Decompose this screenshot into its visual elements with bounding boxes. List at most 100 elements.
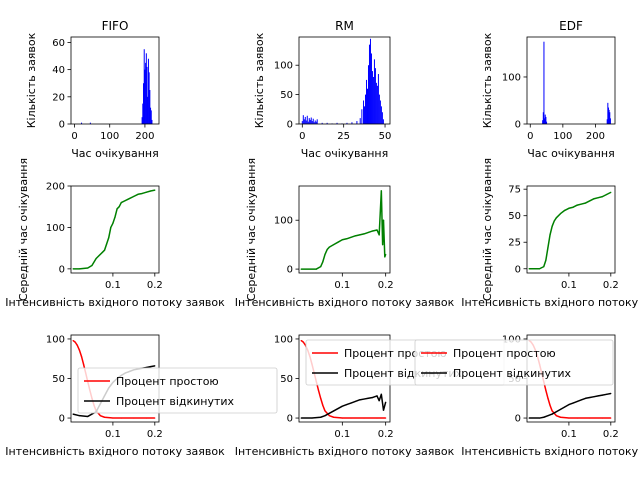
series-point xyxy=(120,201,122,204)
series-point xyxy=(124,199,127,202)
histogram-bar xyxy=(369,38,371,124)
histogram-bar xyxy=(147,58,149,124)
histogram-bar xyxy=(311,121,313,124)
histogram-bar xyxy=(346,122,348,124)
series-point xyxy=(580,399,583,401)
histogram-bar xyxy=(359,118,361,124)
series-point xyxy=(150,366,152,368)
series-point xyxy=(363,398,365,400)
histogram-bar xyxy=(148,72,150,124)
x-tick-label: 0.2 xyxy=(147,280,163,291)
histogram-bar xyxy=(307,121,309,124)
series-point xyxy=(378,234,380,236)
histogram-bar xyxy=(145,62,147,124)
series-point xyxy=(551,410,553,412)
histogram-bar xyxy=(321,122,323,124)
series-point xyxy=(103,249,106,251)
x-tick-label: 0.2 xyxy=(603,429,619,440)
series-point xyxy=(346,238,348,240)
x-tick-label: 25 xyxy=(337,131,350,142)
series-point xyxy=(324,415,326,417)
series-point xyxy=(145,417,148,419)
series-point xyxy=(572,206,574,208)
series-point xyxy=(354,235,356,237)
histogram-bar xyxy=(368,44,370,124)
panel-mean-edf: 0.1 0.2 0 25 50 75 Інтенсивність вхідного пото… xyxy=(461,158,640,309)
histogram-bar xyxy=(543,41,545,124)
series-line-1 xyxy=(73,189,155,270)
series-point xyxy=(589,200,591,202)
series-point xyxy=(110,226,112,229)
axes-frame xyxy=(526,36,616,125)
series-point xyxy=(385,253,387,256)
series-point xyxy=(76,344,78,346)
series-point xyxy=(538,417,541,419)
histogram-bar xyxy=(361,109,363,124)
histogram-bar xyxy=(336,122,338,124)
series-point xyxy=(606,193,608,196)
series-point xyxy=(154,365,156,367)
y-tick-label: 0 xyxy=(515,120,521,131)
histogram-bar xyxy=(373,59,375,124)
series-point xyxy=(597,395,599,397)
series-point xyxy=(80,355,83,357)
plot-area xyxy=(300,190,387,270)
chart-title: RM xyxy=(335,19,354,33)
plot-area xyxy=(81,49,153,124)
series-point xyxy=(333,244,335,246)
histogram-bar xyxy=(606,119,608,124)
series-point xyxy=(300,339,302,342)
series-point xyxy=(78,268,80,270)
series-point xyxy=(568,417,570,419)
histogram-bar xyxy=(378,94,380,124)
series-point xyxy=(538,268,541,270)
y-tick-label: 100 xyxy=(274,216,293,227)
histogram-bar xyxy=(143,83,145,124)
y-tick-label: 0 xyxy=(59,120,65,131)
series-line-1 xyxy=(301,190,387,270)
histogram-bar xyxy=(365,94,367,124)
histogram-bar xyxy=(377,74,379,124)
series-point xyxy=(315,268,317,270)
series-point xyxy=(106,243,108,245)
legend-box xyxy=(77,367,278,414)
x-tick-label: 0 xyxy=(527,131,533,142)
histogram-bar xyxy=(356,121,358,124)
y-axis-label: Середній час очікування xyxy=(481,158,494,301)
series-point xyxy=(78,415,80,417)
y-tick-label: 20 xyxy=(52,92,65,103)
x-tick-label: 100 xyxy=(553,131,572,142)
x-axis-label: Інтенсивність вхідного потоку заявок xyxy=(5,296,225,309)
histogram-bar xyxy=(542,112,544,124)
panel-hist-rm: 0 25 50 0 50 100 RM Час очікування Кількість зая… xyxy=(253,19,391,160)
series-point xyxy=(576,400,578,403)
histogram-bar xyxy=(315,121,317,124)
legend-label: Процент простою xyxy=(453,347,556,360)
y-tick-label: 100 xyxy=(502,72,521,83)
histogram-bar xyxy=(305,120,307,124)
series-point xyxy=(559,408,562,410)
histogram-bar xyxy=(366,79,368,124)
series-point xyxy=(601,196,604,198)
series-point xyxy=(367,231,369,234)
series-point xyxy=(72,413,74,415)
series-point xyxy=(568,207,570,209)
series-point xyxy=(72,339,74,342)
series-point xyxy=(137,193,139,195)
series-point xyxy=(87,415,89,418)
histogram-bar xyxy=(301,121,303,124)
histogram-bar xyxy=(546,121,548,124)
histogram-bar xyxy=(151,119,153,124)
histogram-bar xyxy=(313,122,315,124)
series-point xyxy=(350,402,352,404)
y-tick-label: 50 xyxy=(280,374,293,385)
plot-area xyxy=(528,191,612,270)
histogram-bar xyxy=(544,114,546,124)
series-point xyxy=(118,206,120,208)
series-point xyxy=(363,417,365,419)
chart-title: EDF xyxy=(559,19,583,33)
legend-label: Процент відкинутих xyxy=(116,395,235,408)
y-tick-label: 75 xyxy=(508,185,521,196)
histogram-bar xyxy=(374,68,376,124)
series-point xyxy=(133,195,135,197)
